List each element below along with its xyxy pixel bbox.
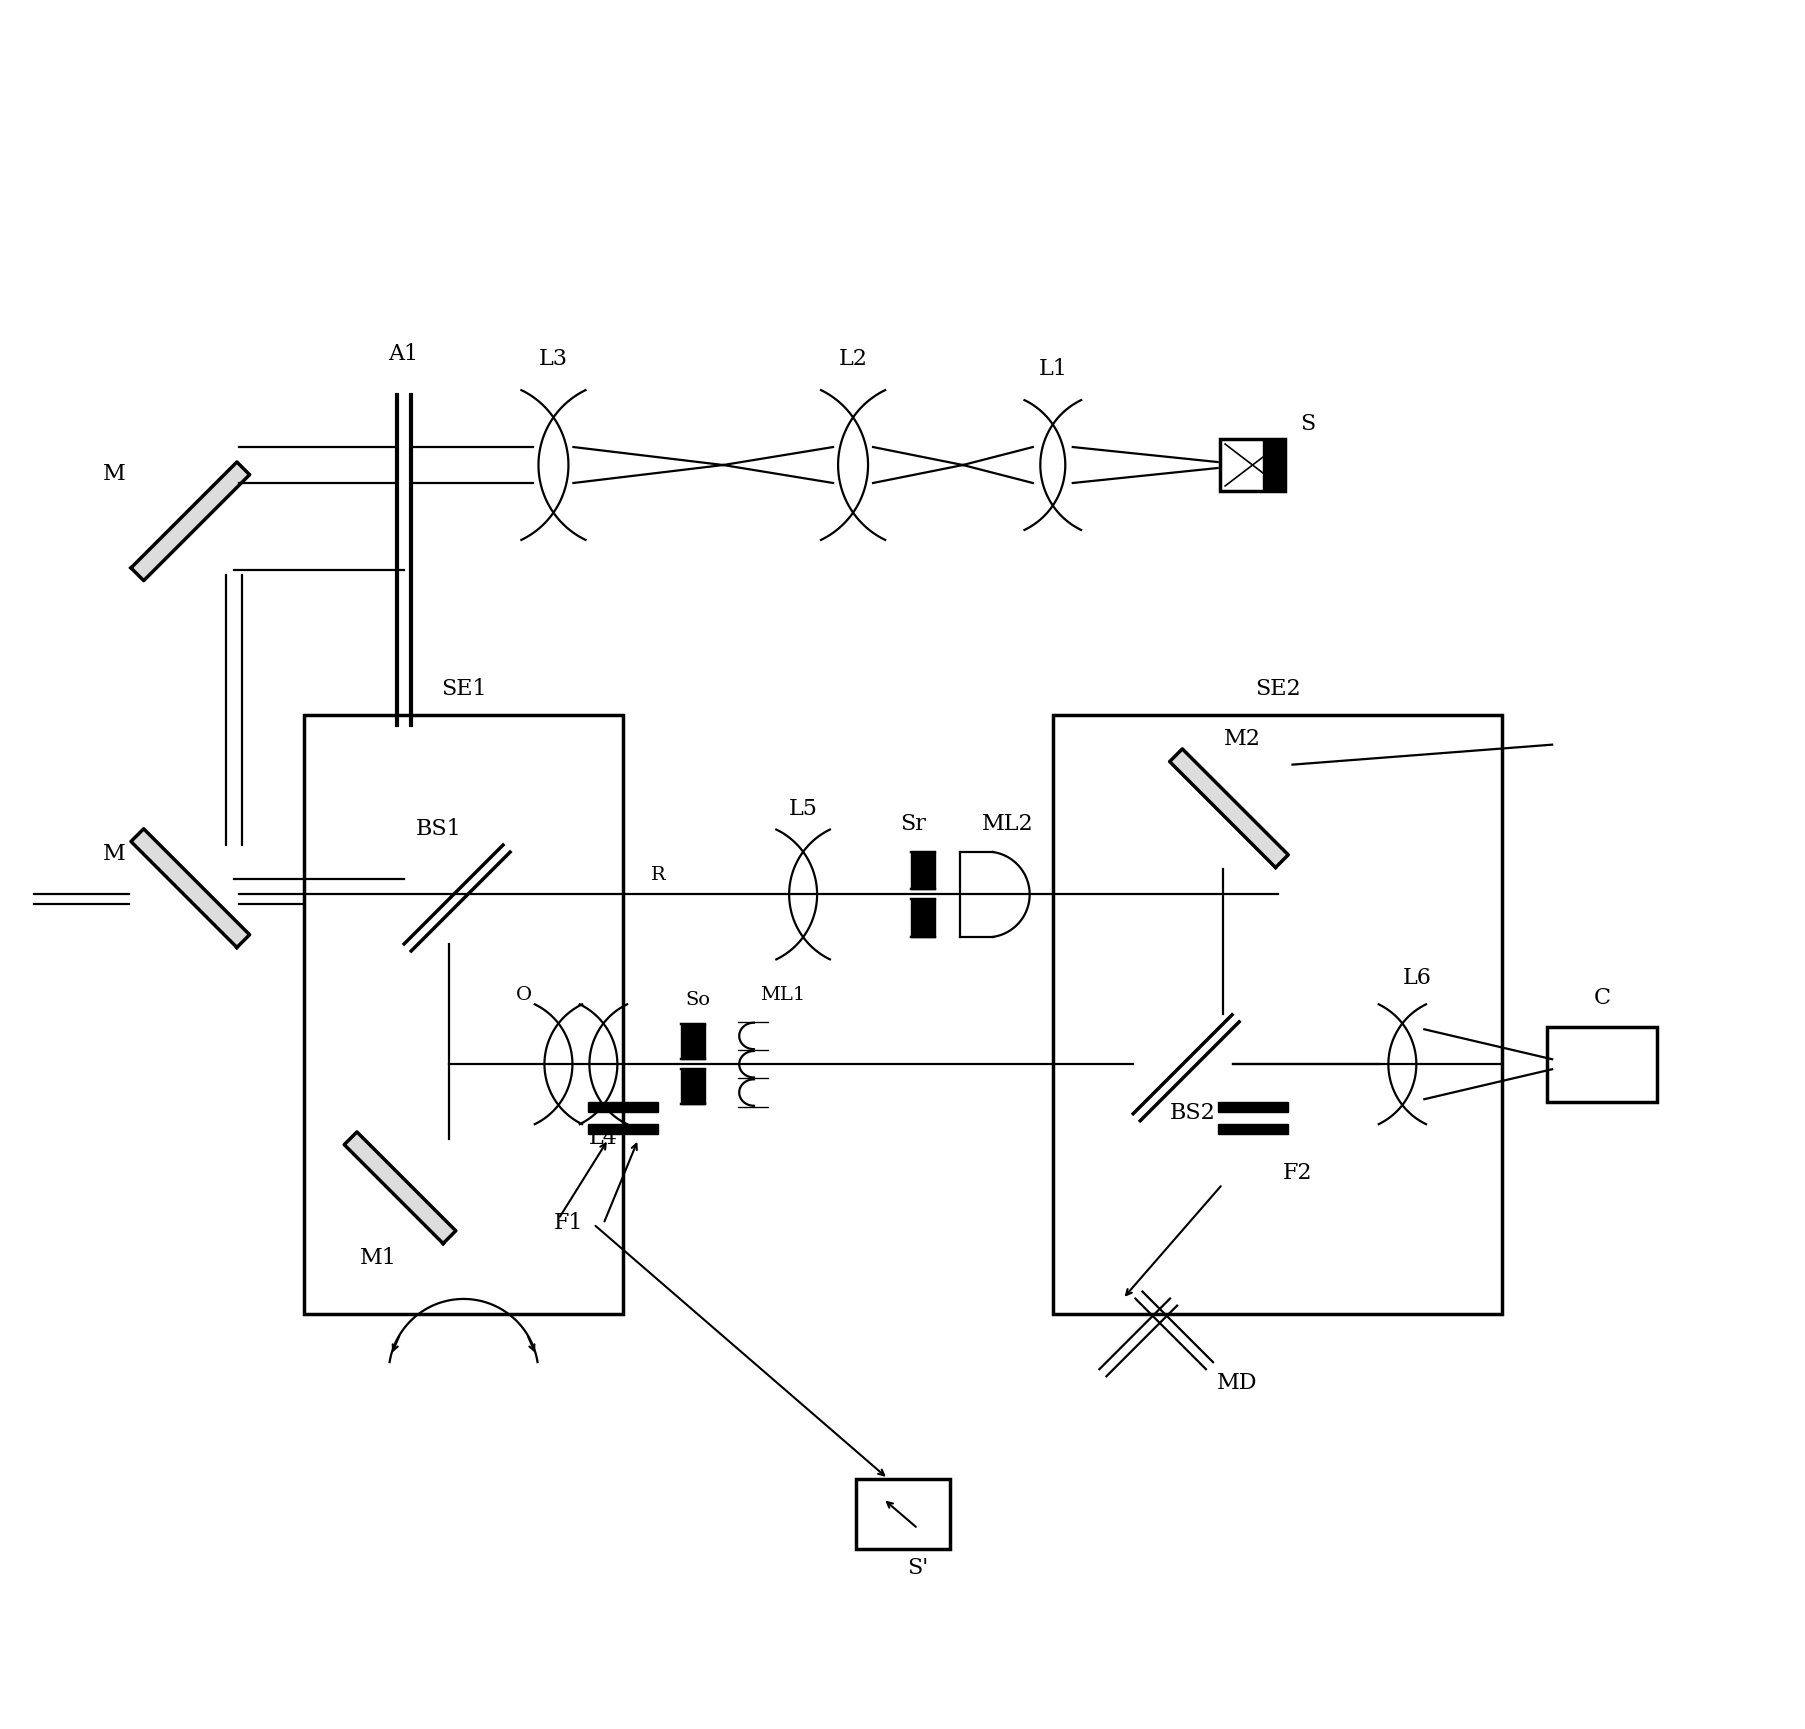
Text: M: M	[103, 463, 125, 486]
Text: So: So	[686, 991, 711, 1010]
Text: SE2: SE2	[1254, 678, 1300, 700]
Text: M: M	[103, 842, 125, 864]
Polygon shape	[910, 852, 935, 889]
Polygon shape	[588, 1124, 659, 1134]
Polygon shape	[680, 1024, 706, 1060]
Text: F2: F2	[1282, 1162, 1312, 1184]
Text: R: R	[650, 866, 666, 885]
Text: A1: A1	[388, 342, 419, 365]
Text: S': S'	[906, 1556, 928, 1579]
Text: L3: L3	[538, 348, 567, 370]
Polygon shape	[1217, 1124, 1287, 1134]
Bar	[856, 1478, 949, 1549]
Bar	[303, 714, 623, 1314]
Text: Sr: Sr	[899, 813, 926, 835]
Polygon shape	[132, 828, 249, 947]
Text: BS2: BS2	[1170, 1101, 1215, 1124]
Polygon shape	[1262, 439, 1285, 491]
Text: ML2: ML2	[982, 813, 1032, 835]
Text: C: C	[1592, 987, 1610, 1010]
Bar	[1220, 439, 1285, 491]
Text: L1: L1	[1038, 358, 1067, 380]
Polygon shape	[1170, 749, 1287, 868]
Bar	[1547, 1027, 1657, 1101]
Text: MD: MD	[1217, 1371, 1256, 1394]
Polygon shape	[910, 899, 935, 937]
Text: L4: L4	[588, 1127, 617, 1150]
Text: ML1: ML1	[760, 986, 805, 1005]
Polygon shape	[1217, 1101, 1287, 1112]
Text: S: S	[1300, 413, 1314, 436]
Polygon shape	[132, 462, 249, 581]
Text: M2: M2	[1224, 728, 1260, 750]
Text: L6: L6	[1402, 967, 1431, 989]
Text: BS1: BS1	[415, 818, 462, 840]
Text: L5: L5	[789, 797, 818, 820]
Text: SE1: SE1	[440, 678, 486, 700]
Text: O: O	[514, 986, 531, 1005]
Text: F1: F1	[554, 1212, 583, 1235]
Polygon shape	[588, 1101, 659, 1112]
Polygon shape	[680, 1069, 706, 1105]
Text: L2: L2	[838, 348, 866, 370]
Polygon shape	[345, 1132, 455, 1243]
Bar	[1052, 714, 1502, 1314]
Text: M1: M1	[359, 1247, 397, 1269]
